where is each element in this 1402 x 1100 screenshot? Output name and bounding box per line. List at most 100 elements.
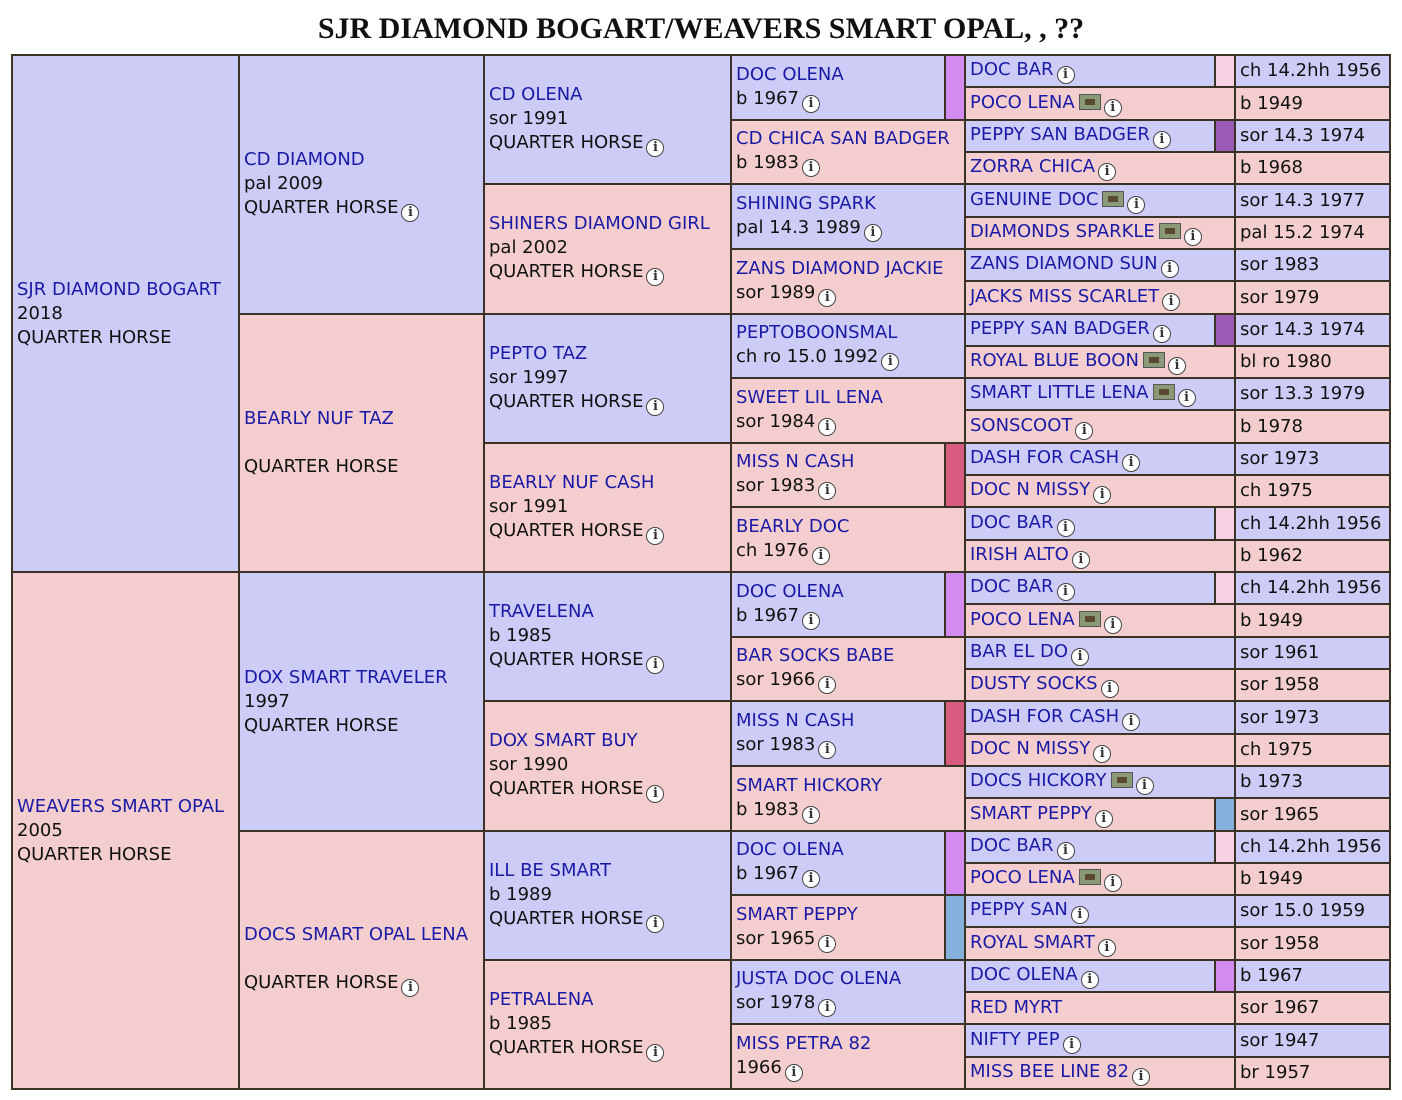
- horse-name-link[interactable]: WEAVERS SMART OPAL: [17, 795, 225, 817]
- photo-icon[interactable]: [1152, 384, 1175, 400]
- info-circle-icon[interactable]: i: [1093, 486, 1112, 504]
- info-circle-icon[interactable]: i: [1080, 971, 1099, 989]
- info-circle-icon[interactable]: i: [801, 611, 820, 630]
- horse-name-link[interactable]: DASH FOR CASH: [970, 447, 1120, 468]
- info-circle-icon[interactable]: i: [1075, 421, 1094, 440]
- horse-name-link[interactable]: SHINERS DIAMOND GIRL: [489, 213, 710, 234]
- horse-name-link[interactable]: MISS N CASH: [736, 709, 855, 731]
- horse-name-link[interactable]: DIAMONDS SPARKLE: [970, 221, 1155, 242]
- horse-name-link[interactable]: ZORRA CHICA: [970, 156, 1096, 177]
- horse-name-link[interactable]: DOX SMART BUY: [489, 730, 638, 751]
- horse-name-link[interactable]: ZANS DIAMOND SUN: [970, 253, 1158, 274]
- horse-name-link[interactable]: DOCS HICKORY: [970, 770, 1107, 791]
- info-circle-icon[interactable]: i: [646, 1043, 665, 1062]
- photo-icon[interactable]: [1158, 223, 1181, 239]
- info-circle-icon[interactable]: i: [818, 288, 837, 307]
- photo-icon[interactable]: [1078, 869, 1101, 885]
- horse-name-link[interactable]: POCO LENA: [970, 608, 1075, 630]
- horse-name-link[interactable]: JACKS MISS SCARLET: [970, 285, 1160, 307]
- horse-name-link[interactable]: DOC BAR: [970, 576, 1054, 597]
- photo-icon[interactable]: [1102, 190, 1125, 207]
- horse-name-link[interactable]: CD OLENA: [489, 83, 583, 105]
- horse-name-link[interactable]: MISS BEE LINE 82: [970, 1061, 1130, 1082]
- horse-name-link[interactable]: DOC OLENA: [970, 964, 1078, 985]
- horse-name-link[interactable]: SMART PEPPY: [970, 802, 1092, 824]
- info-circle-icon[interactable]: i: [401, 979, 420, 997]
- info-circle-icon[interactable]: i: [646, 397, 665, 416]
- horse-name-link[interactable]: ROYAL BLUE BOON: [970, 350, 1139, 371]
- info-circle-icon[interactable]: i: [801, 870, 820, 888]
- info-circle-icon[interactable]: i: [401, 203, 420, 222]
- horse-name-link[interactable]: ILL BE SMART: [489, 859, 611, 881]
- horse-name-link[interactable]: MISS N CASH: [736, 451, 855, 472]
- horse-name-link[interactable]: ZANS DIAMOND JACKIE: [736, 257, 944, 279]
- info-circle-icon[interactable]: i: [1056, 842, 1075, 860]
- info-circle-icon[interactable]: i: [1183, 228, 1202, 246]
- horse-name-link[interactable]: CD CHICA SAN BADGER: [736, 128, 950, 149]
- horse-name-link[interactable]: SMART PEPPY: [736, 903, 858, 925]
- info-circle-icon[interactable]: i: [818, 934, 837, 953]
- info-circle-icon[interactable]: i: [1162, 292, 1181, 311]
- horse-name-link[interactable]: SWEET LIL LENA: [736, 386, 883, 408]
- horse-name-link[interactable]: TRAVELENA: [489, 600, 594, 622]
- photo-icon[interactable]: [1110, 772, 1133, 788]
- info-circle-icon[interactable]: i: [811, 546, 830, 565]
- horse-name-link[interactable]: PEPTO TAZ: [489, 342, 588, 364]
- horse-name-link[interactable]: GENUINE DOC: [970, 188, 1099, 210]
- horse-name-link[interactable]: RED MYRT: [970, 997, 1063, 1018]
- info-circle-icon[interactable]: i: [646, 914, 665, 933]
- info-circle-icon[interactable]: i: [818, 482, 837, 500]
- horse-name-link[interactable]: BAR SOCKS BABE: [736, 645, 895, 666]
- info-circle-icon[interactable]: i: [881, 353, 900, 371]
- info-circle-icon[interactable]: i: [646, 138, 665, 157]
- info-circle-icon[interactable]: i: [646, 655, 665, 674]
- horse-name-link[interactable]: DOC N MISSY: [970, 479, 1091, 500]
- info-circle-icon[interactable]: i: [1152, 131, 1171, 149]
- horse-name-link[interactable]: PEPPY SAN: [970, 899, 1068, 920]
- horse-name-link[interactable]: BEARLY NUF CASH: [489, 471, 655, 493]
- horse-name-link[interactable]: CD DIAMOND: [244, 148, 365, 170]
- horse-name-link[interactable]: POCO LENA: [970, 91, 1075, 113]
- horse-name-link[interactable]: DOC OLENA: [736, 580, 844, 602]
- horse-name-link[interactable]: JUSTA DOC OLENA: [736, 968, 902, 989]
- horse-name-link[interactable]: PETRALENA: [489, 988, 594, 1010]
- info-circle-icon[interactable]: i: [1056, 518, 1075, 537]
- info-circle-icon[interactable]: i: [784, 1063, 803, 1082]
- horse-name-link[interactable]: DUSTY SOCKS: [970, 673, 1098, 694]
- info-circle-icon[interactable]: i: [1056, 583, 1075, 601]
- horse-name-link[interactable]: DOC BAR: [970, 59, 1054, 80]
- info-circle-icon[interactable]: i: [863, 223, 882, 242]
- horse-name-link[interactable]: PEPPY SAN BADGER: [970, 124, 1150, 145]
- horse-name-link[interactable]: DOC OLENA: [736, 63, 844, 85]
- horse-name-link[interactable]: ROYAL SMART: [970, 931, 1095, 953]
- info-circle-icon[interactable]: i: [1122, 454, 1141, 472]
- info-circle-icon[interactable]: i: [1167, 357, 1186, 375]
- horse-name-link[interactable]: SJR DIAMOND BOGART: [17, 278, 221, 300]
- info-circle-icon[interactable]: i: [1093, 745, 1112, 763]
- info-circle-icon[interactable]: i: [646, 785, 665, 803]
- info-circle-icon[interactable]: i: [818, 417, 837, 436]
- info-circle-icon[interactable]: i: [1127, 195, 1146, 214]
- horse-name-link[interactable]: DOCS SMART OPAL LENA: [244, 924, 469, 945]
- info-circle-icon[interactable]: i: [818, 740, 837, 759]
- info-circle-icon[interactable]: i: [1135, 777, 1154, 795]
- info-circle-icon[interactable]: i: [1103, 615, 1122, 634]
- info-circle-icon[interactable]: i: [801, 94, 820, 113]
- info-circle-icon[interactable]: i: [1177, 389, 1196, 407]
- horse-name-link[interactable]: BEARLY NUF TAZ: [244, 408, 394, 429]
- info-circle-icon[interactable]: i: [818, 676, 837, 694]
- info-circle-icon[interactable]: i: [1152, 325, 1171, 343]
- info-circle-icon[interactable]: i: [1062, 1035, 1081, 1054]
- info-circle-icon[interactable]: i: [818, 999, 837, 1017]
- info-circle-icon[interactable]: i: [1103, 98, 1122, 117]
- horse-name-link[interactable]: IRISH ALTO: [970, 544, 1069, 565]
- horse-name-link[interactable]: DOC OLENA: [736, 839, 844, 860]
- info-circle-icon[interactable]: i: [1160, 260, 1179, 278]
- info-circle-icon[interactable]: i: [1070, 906, 1089, 924]
- info-circle-icon[interactable]: i: [646, 268, 665, 286]
- info-circle-icon[interactable]: i: [1071, 551, 1090, 569]
- horse-name-link[interactable]: MISS PETRA 82: [736, 1032, 872, 1054]
- photo-icon[interactable]: [1078, 610, 1101, 627]
- horse-name-link[interactable]: DOC BAR: [970, 835, 1054, 856]
- photo-icon[interactable]: [1142, 352, 1165, 368]
